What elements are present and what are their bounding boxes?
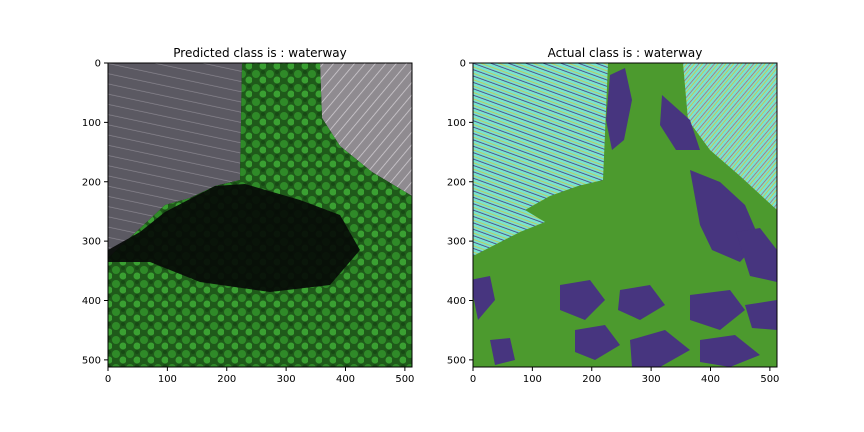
left-ytick-label: 200 [82,177,101,188]
right-xtick-label: 200 [582,374,601,385]
right-ytick-label: 100 [447,118,466,129]
left-ytick-label: 0 [95,59,101,70]
right-axes-frame [472,62,778,368]
left-ticks: 0 100 200 300 400 500 0 100 200 300 400 500 [82,59,415,386]
left-xtick-label: 100 [158,374,177,385]
left-ytick-label: 100 [82,118,101,129]
right-ticks: 0 100 200 300 400 500 0 100 200 300 400 500 [447,59,780,386]
right-panel-title: Actual class is : waterway [548,46,703,60]
left-panel-title: Predicted class is : waterway [173,46,346,60]
left-photo [108,63,412,367]
right-xtick-label: 100 [523,374,542,385]
right-xtick-label: 500 [760,374,779,385]
left-xtick-label: 300 [277,374,296,385]
left-xtick-label: 200 [217,374,236,385]
left-xtick-label: 0 [105,374,111,385]
left-ytick-label: 400 [82,296,101,307]
right-ytick-label: 200 [447,177,466,188]
right-xtick-label: 300 [642,374,661,385]
left-xtick-label: 400 [336,374,355,385]
right-ytick-label: 500 [447,355,466,366]
left-ytick-label: 500 [82,355,101,366]
right-ytick-label: 300 [447,237,466,248]
left-axes-frame [107,62,413,368]
right-xtick-label: 0 [470,374,476,385]
right-ytick-label: 400 [447,296,466,307]
left-ytick-label: 300 [82,237,101,248]
left-xtick-label: 500 [395,374,414,385]
right-ytick-label: 0 [460,59,466,70]
right-mask [473,63,777,367]
right-xtick-label: 400 [701,374,720,385]
